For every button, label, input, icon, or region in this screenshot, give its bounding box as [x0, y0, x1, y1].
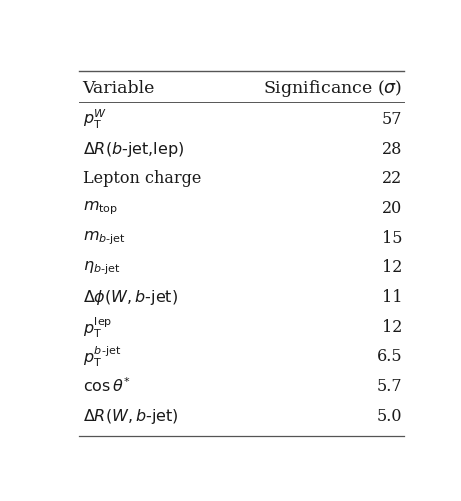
Text: 28: 28: [382, 140, 402, 157]
Text: Lepton charge: Lepton charge: [83, 170, 201, 187]
Text: 57: 57: [382, 111, 402, 128]
Text: 5.0: 5.0: [377, 407, 402, 424]
Text: $\Delta\phi(W,b\text{-jet})$: $\Delta\phi(W,b\text{-jet})$: [83, 288, 178, 307]
Text: $p_\mathrm{T}^{W}$: $p_\mathrm{T}^{W}$: [83, 108, 107, 131]
Text: $m_{b\text{-jet}}$: $m_{b\text{-jet}}$: [83, 229, 125, 246]
Text: 11: 11: [382, 289, 402, 306]
Text: $p_\mathrm{T}^{b\text{-jet}}$: $p_\mathrm{T}^{b\text{-jet}}$: [83, 344, 121, 369]
Text: 12: 12: [382, 259, 402, 276]
Text: $\Delta R(W,b\text{-jet})$: $\Delta R(W,b\text{-jet})$: [83, 406, 178, 425]
Text: $\eta_{b\text{-jet}}$: $\eta_{b\text{-jet}}$: [83, 259, 120, 276]
Text: 5.7: 5.7: [377, 377, 402, 394]
Text: 20: 20: [382, 199, 402, 216]
Text: $m_\mathrm{top}$: $m_\mathrm{top}$: [83, 199, 118, 217]
Text: Variable: Variable: [83, 80, 155, 97]
Text: 6.5: 6.5: [377, 348, 402, 365]
Text: 15: 15: [382, 229, 402, 246]
Text: Significance ($\sigma$): Significance ($\sigma$): [263, 78, 402, 99]
Text: $p_\mathrm{T}^{\mathrm{lep}}$: $p_\mathrm{T}^{\mathrm{lep}}$: [83, 314, 112, 339]
Text: 22: 22: [382, 170, 402, 187]
Text: 12: 12: [382, 318, 402, 335]
Text: $\Delta R(b\text{-jet,lep})$: $\Delta R(b\text{-jet,lep})$: [83, 139, 184, 158]
Text: $\cos\theta^{*}$: $\cos\theta^{*}$: [83, 377, 130, 395]
